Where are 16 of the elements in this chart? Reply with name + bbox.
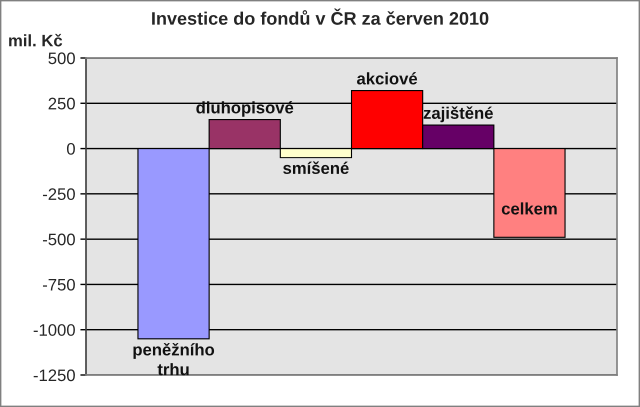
chart-title: Investice do fondů v ČR za červen 2010 (152, 8, 488, 25)
y-axis-title: mil. Kč (9, 34, 62, 46)
y-tick-label: -500 (42, 234, 75, 246)
x-tick-label: peněžního trhu (133, 342, 214, 376)
x-tick-label: dluhopisové (196, 101, 294, 117)
y-tick-label: 250 (48, 98, 75, 110)
y-tick-label: -1000 (34, 324, 75, 336)
x-tick-label: zajištěné (424, 106, 493, 122)
y-tick-label: -1250 (34, 369, 75, 382)
y-tick-label: -750 (42, 278, 75, 291)
x-tick-label: akciové (357, 72, 418, 85)
y-tick-label: 0 (66, 142, 75, 155)
y-tick-label: 500 (48, 52, 75, 64)
y-tick-label: -250 (42, 188, 75, 200)
x-tick-label: smíšené (283, 161, 349, 174)
x-tick-label: celkem (502, 202, 557, 215)
